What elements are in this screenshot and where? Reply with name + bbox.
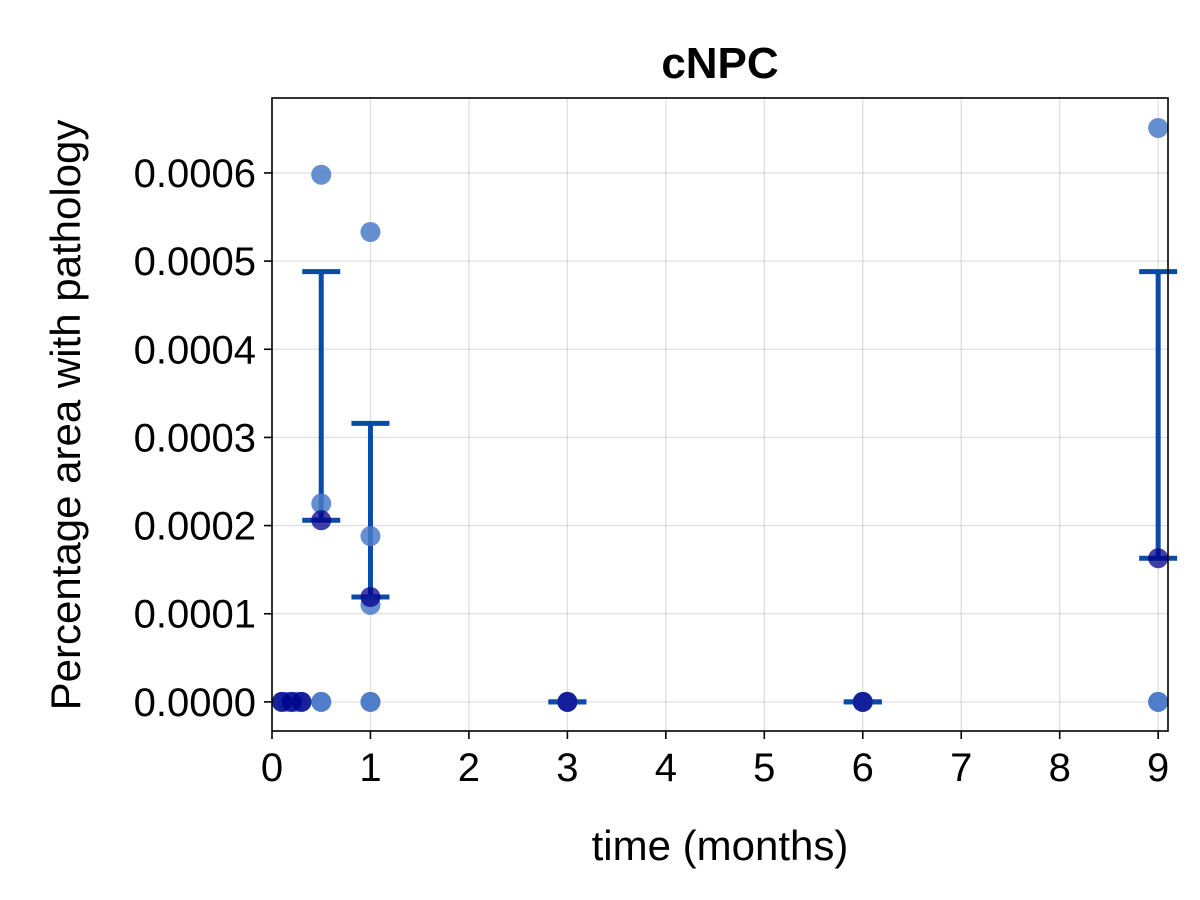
mean-point xyxy=(360,586,381,607)
x-tick-label: 1 xyxy=(359,746,381,790)
mean-point xyxy=(1148,548,1169,569)
x-tick-label: 9 xyxy=(1147,746,1169,790)
y-axis-label: Percentage area with pathology xyxy=(42,120,89,711)
mean-point xyxy=(557,691,578,712)
y-tick-label: 0.0004 xyxy=(134,328,256,372)
mean-points xyxy=(271,510,1169,712)
x-tick-label: 2 xyxy=(458,746,480,790)
data-point xyxy=(1148,117,1169,138)
plot-frame xyxy=(271,97,1169,732)
mean-point xyxy=(852,691,873,712)
x-tick-label: 5 xyxy=(753,746,775,790)
y-tick-label: 0.0002 xyxy=(134,505,256,549)
data-point xyxy=(311,164,332,185)
mean-point xyxy=(311,510,332,531)
x-tick-label: 4 xyxy=(655,746,677,790)
x-tick-label: 8 xyxy=(1049,746,1071,790)
data-point xyxy=(360,526,381,547)
x-tick-label: 3 xyxy=(556,746,578,790)
data-point xyxy=(311,493,332,514)
data-point xyxy=(311,691,332,712)
x-axis-label: time (months) xyxy=(592,822,849,869)
error-bars xyxy=(302,269,1178,705)
y-tick-label: 0.0001 xyxy=(134,593,256,637)
y-tick-label: 0.0003 xyxy=(134,416,256,460)
x-tick-label: 0 xyxy=(261,746,283,790)
data-points xyxy=(271,117,1169,712)
data-point xyxy=(360,222,381,243)
y-axis-ticks: 0.0000 0.0001 0.0002 0.0003 0.0004 0.0005 0.00… xyxy=(134,152,272,725)
grid xyxy=(271,98,1168,731)
chart-title: cNPC xyxy=(661,39,778,88)
x-tick-label: 7 xyxy=(950,746,972,790)
x-tick-label: 6 xyxy=(852,746,874,790)
x-axis-ticks: 0 1 2 3 4 5 6 7 8 9 xyxy=(261,731,1169,790)
y-tick-label: 0.0005 xyxy=(134,240,256,284)
y-tick-label: 0.0006 xyxy=(134,152,256,196)
data-point xyxy=(1148,691,1169,712)
y-tick-label: 0.0000 xyxy=(134,681,256,725)
data-point xyxy=(360,691,381,712)
mean-point xyxy=(291,691,312,712)
